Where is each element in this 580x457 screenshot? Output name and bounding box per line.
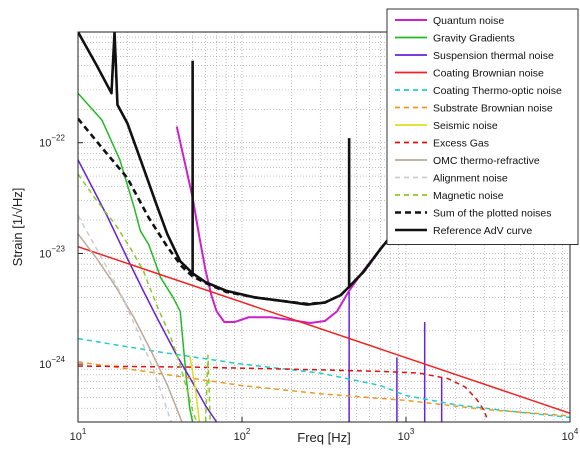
series-line-gravity-gradients — [78, 92, 194, 422]
series-line-reference-adv-curve — [78, 32, 392, 306]
x-axis-label: Freq [Hz] — [297, 430, 350, 445]
series-line-excess-gas — [78, 365, 488, 418]
legend-entry-label: Magnetic noise — [433, 190, 504, 202]
series-line-suspension-thermal-noise — [78, 159, 218, 422]
series-line-coating-brownian-noise — [78, 245, 570, 414]
series-layer — [78, 32, 570, 422]
legend-entry-label: OMC thermo-refractive — [433, 155, 540, 167]
series-line-quantum-noise — [175, 126, 391, 325]
legend-entry-label: Excess Gas — [433, 138, 489, 150]
legend-entry-label: Gravity Gradients — [433, 33, 515, 45]
legend-entry-label: Coating Brownian noise — [433, 68, 544, 80]
series-line-coating-thermo-optic-noise — [78, 337, 570, 419]
series-line-magnetic-noise — [204, 354, 211, 422]
series-line-substrate-brownian-noise — [78, 361, 570, 417]
series-line-seismic-noise — [188, 355, 201, 422]
y-axis-label: Strain [1/√Hz] — [10, 188, 25, 267]
legend-entry-label: Seismic noise — [433, 120, 498, 132]
series-line-magnetic-noise — [78, 173, 198, 422]
legend-box — [386, 8, 579, 245]
legend: Quantum noise Gravity Gradients Suspension… — [386, 8, 579, 245]
legend-entry-label: Suspension thermal noise — [433, 50, 554, 62]
legend-entry-label: Alignment noise — [433, 173, 508, 185]
series-line-alignment-noise — [78, 215, 172, 422]
legend-entry-label: Reference AdV curve — [433, 225, 532, 237]
legend-entry-label: Coating Thermo-optic noise — [433, 85, 562, 97]
series-line-omc-thermo-refractive — [78, 233, 183, 422]
legend-entry-label: Sum of the plotted noises — [433, 208, 552, 220]
legend-entry-label: Substrate Brownian noise — [433, 103, 553, 115]
legend-entry-label: Quantum noise — [433, 15, 504, 27]
